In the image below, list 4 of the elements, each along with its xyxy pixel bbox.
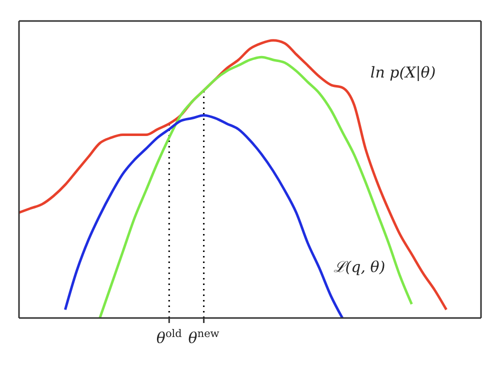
series-label: ln p(X|θ) — [370, 64, 436, 82]
x-tick-label: θ$^{new}$ — [188, 328, 220, 347]
x-tick-label: θ$^{old}$ — [156, 328, 182, 347]
series-label: ℒ(q, θ) — [333, 258, 386, 276]
